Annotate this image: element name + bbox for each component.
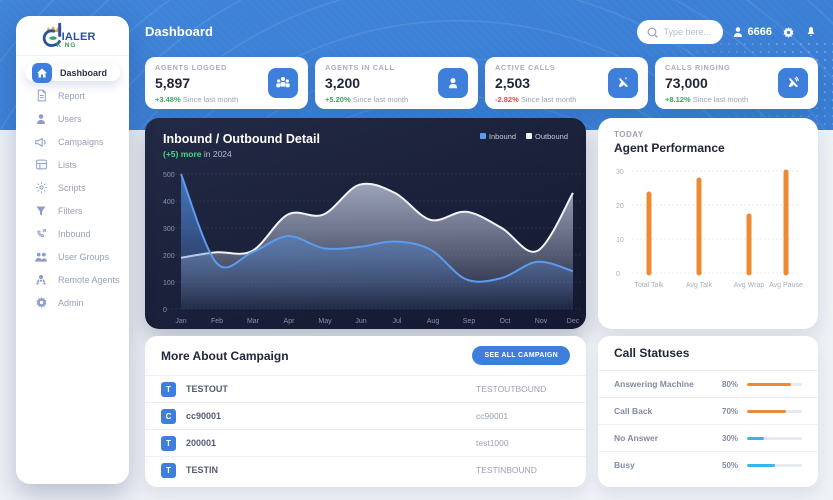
svg-text:500: 500 [163,172,175,179]
svg-text:400: 400 [163,199,175,206]
svg-text:Avg Talk: Avg Talk [686,282,713,289]
svg-text:IALER: IALER [61,31,95,43]
svg-text:300: 300 [163,226,175,233]
svg-text:Avg Pause: Avg Pause [769,282,803,289]
svg-text:K NG: K NG [56,42,76,49]
svg-text:Jun: Jun [355,318,366,325]
svg-text:20: 20 [616,203,624,210]
svg-text:May: May [318,318,332,325]
svg-text:30: 30 [616,169,624,176]
svg-text:Sep: Sep [463,318,476,325]
svg-text:Avg Wrap: Avg Wrap [734,282,765,289]
svg-text:Nov: Nov [535,318,548,325]
svg-text:0: 0 [163,307,167,314]
svg-text:Total Talk: Total Talk [634,282,664,289]
svg-text:0: 0 [616,271,620,278]
svg-text:100: 100 [163,280,175,287]
svg-text:10: 10 [616,237,624,244]
svg-text:Aug: Aug [427,318,440,325]
svg-text:Dec: Dec [567,318,580,325]
svg-text:Jan: Jan [175,318,186,325]
svg-text:Oct: Oct [500,318,511,325]
svg-text:Apr: Apr [284,318,296,325]
svg-text:Jul: Jul [393,318,402,325]
svg-text:Mar: Mar [247,318,260,325]
svg-text:200: 200 [163,253,175,260]
svg-text:Feb: Feb [211,318,223,325]
